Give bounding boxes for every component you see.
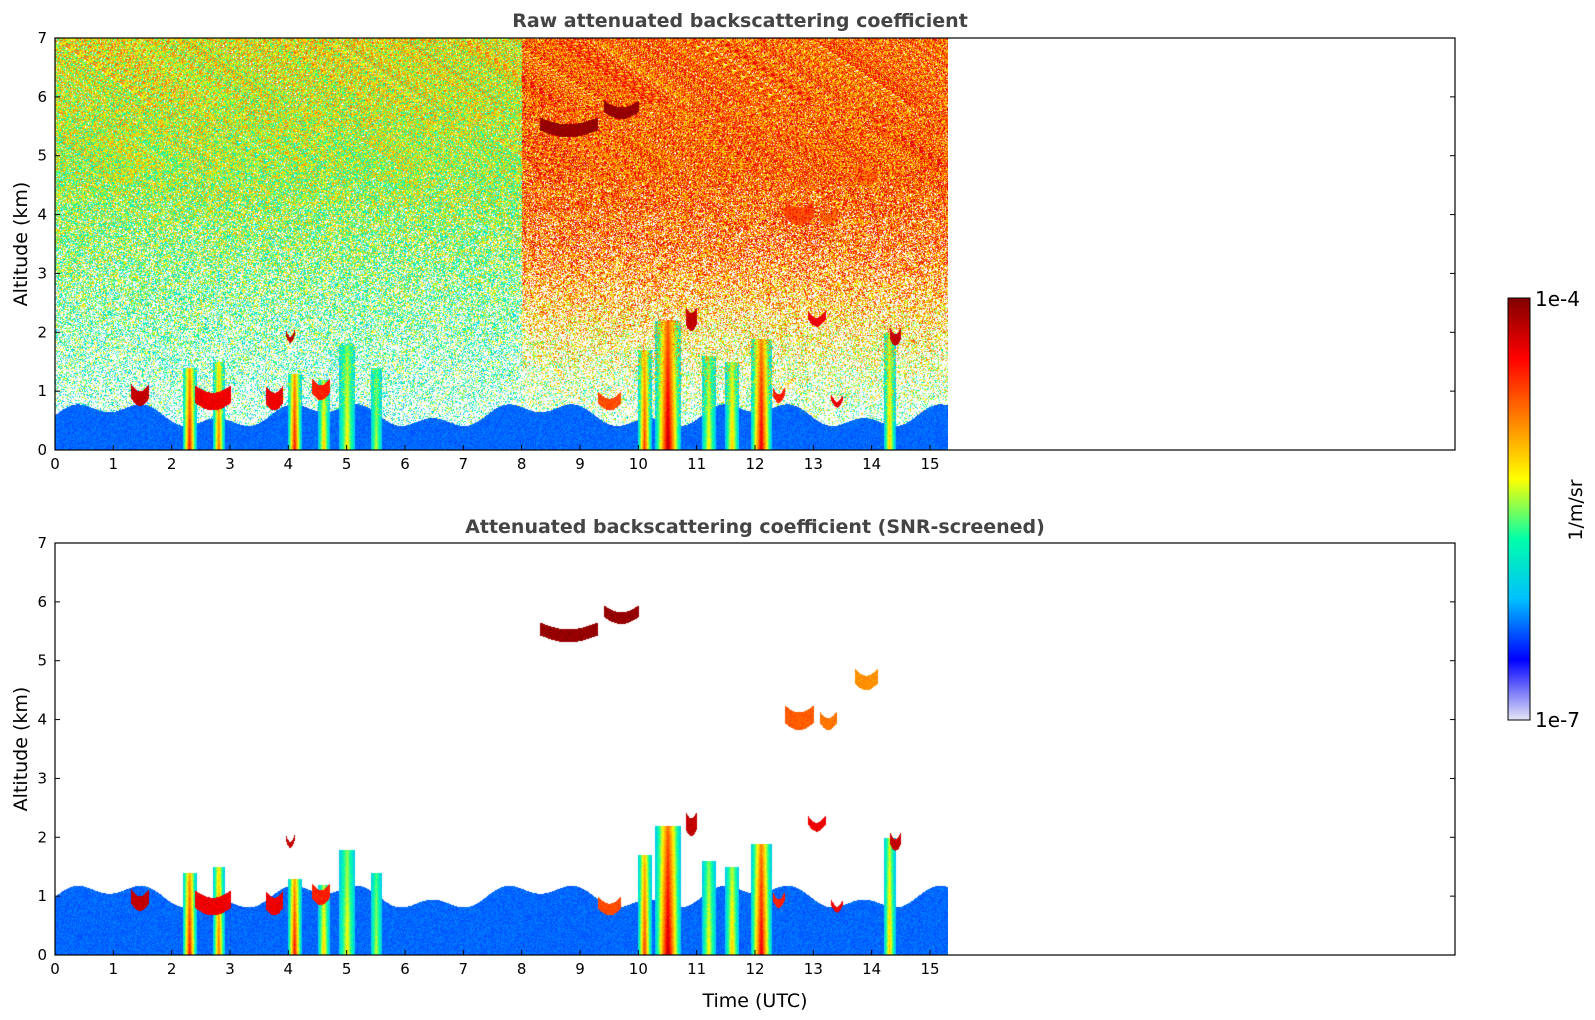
y-tick-label: 1 xyxy=(37,382,47,400)
y-tick-label: 7 xyxy=(37,534,47,552)
y-tick-label: 6 xyxy=(37,88,47,106)
x-tick-label: 11 xyxy=(687,455,706,473)
x-tick-label: 13 xyxy=(804,960,823,978)
heatmap-image xyxy=(55,38,948,450)
heatmap-raster xyxy=(55,38,948,450)
y-tick-label: 2 xyxy=(37,323,47,341)
panel-snr-screened-backscatter: Attenuated backscattering coefficient (S… xyxy=(10,516,1456,1012)
x-tick-label: 2 xyxy=(167,960,177,978)
chart-title: Raw attenuated backscattering coefficien… xyxy=(512,10,968,32)
x-tick-label: 3 xyxy=(225,960,235,978)
y-axis-label: Altitude (km) xyxy=(10,687,32,812)
y-tick-label: 4 xyxy=(37,206,47,224)
y-axis-label: Altitude (km) xyxy=(10,182,32,307)
y-tick-label: 5 xyxy=(37,652,47,670)
x-tick-label: 12 xyxy=(745,455,764,473)
x-tick-label: 14 xyxy=(862,455,881,473)
heatmap-image xyxy=(55,543,948,955)
y-tick-label: 3 xyxy=(37,264,47,282)
x-tick-label: 2 xyxy=(167,455,177,473)
x-tick-label: 6 xyxy=(400,960,410,978)
y-tick-label: 1 xyxy=(37,887,47,905)
x-tick-label: 8 xyxy=(517,960,527,978)
chart-title: Attenuated backscattering coefficient (S… xyxy=(465,516,1045,538)
panel-raw-backscatter: Raw attenuated backscattering coefficien… xyxy=(10,10,1456,473)
colorbar-max-label: 1e-4 xyxy=(1535,287,1580,311)
y-tick-label: 4 xyxy=(37,711,47,729)
y-tick-label: 3 xyxy=(37,769,47,787)
x-tick-label: 10 xyxy=(629,960,648,978)
x-tick-label: 4 xyxy=(284,455,294,473)
y-tick-label: 0 xyxy=(37,441,47,459)
x-tick-label: 0 xyxy=(50,960,60,978)
x-tick-label: 0 xyxy=(50,455,60,473)
x-tick-label: 7 xyxy=(459,960,469,978)
x-tick-label: 3 xyxy=(225,455,235,473)
x-tick-label: 9 xyxy=(575,960,585,978)
x-tick-label: 10 xyxy=(629,455,648,473)
x-axis-label: Time (UTC) xyxy=(701,990,807,1012)
x-tick-label: 5 xyxy=(342,455,352,473)
x-tick-label: 12 xyxy=(745,960,764,978)
x-tick-label: 1 xyxy=(109,455,119,473)
x-tick-label: 14 xyxy=(862,960,881,978)
y-tick-label: 5 xyxy=(37,147,47,165)
x-tick-label: 15 xyxy=(920,960,939,978)
x-tick-label: 4 xyxy=(284,960,294,978)
heatmap-raster xyxy=(55,543,948,955)
colorbar-min-label: 1e-7 xyxy=(1535,708,1580,732)
colorbar-gradient xyxy=(1507,297,1531,721)
x-tick-label: 15 xyxy=(920,455,939,473)
y-tick-label: 6 xyxy=(37,593,47,611)
x-tick-label: 9 xyxy=(575,455,585,473)
colorbar: 1e-4 1e-7 1/m/sr xyxy=(1507,287,1587,732)
x-tick-label: 6 xyxy=(400,455,410,473)
x-tick-label: 13 xyxy=(804,455,823,473)
colorbar-unit-label: 1/m/sr xyxy=(1565,479,1587,540)
x-tick-label: 5 xyxy=(342,960,352,978)
y-tick-label: 0 xyxy=(37,946,47,964)
x-tick-label: 11 xyxy=(687,960,706,978)
x-tick-label: 8 xyxy=(517,455,527,473)
y-tick-label: 2 xyxy=(37,828,47,846)
y-tick-label: 7 xyxy=(37,29,47,47)
x-tick-label: 7 xyxy=(459,455,469,473)
x-tick-label: 1 xyxy=(109,960,119,978)
